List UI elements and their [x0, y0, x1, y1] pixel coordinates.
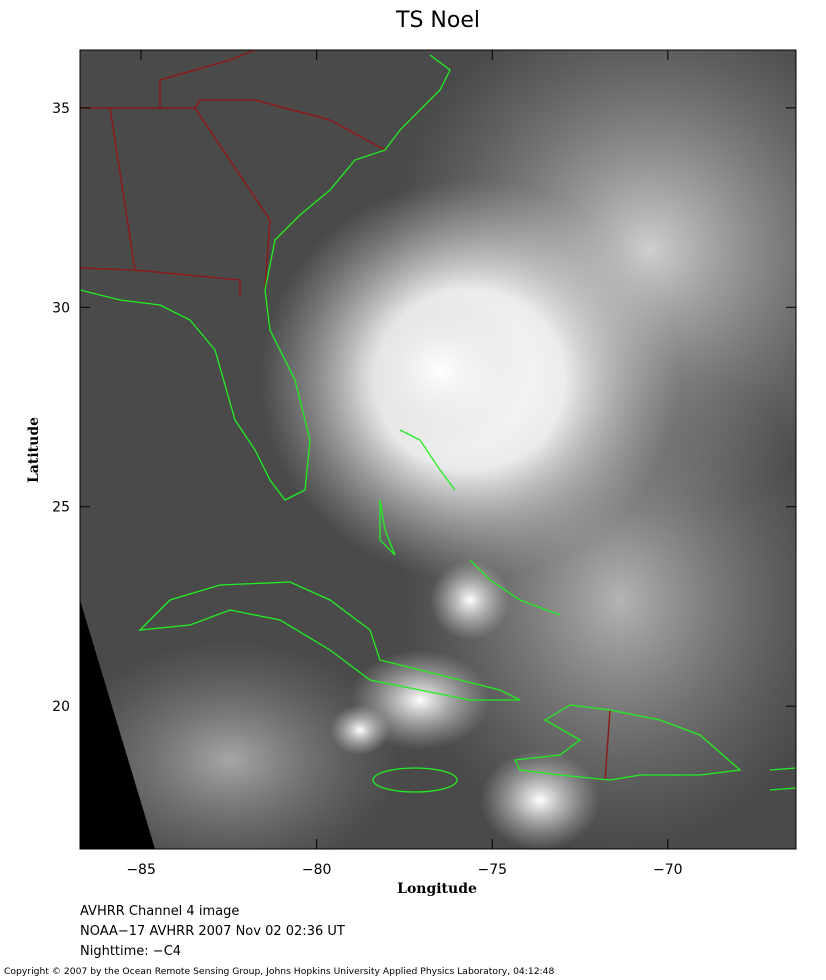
- x-tick-label: −80: [302, 862, 332, 878]
- y-tick-label: 35: [52, 101, 70, 117]
- plot-frame: [79, 49, 797, 850]
- caption-line: NOAA−17 AVHRR 2007 Nov 02 02:36 UT: [80, 924, 345, 939]
- caption-line: Nighttime: −C4: [80, 944, 181, 959]
- copyright: Copyright © 2007 by the Ocean Remote Sen…: [4, 966, 554, 977]
- y-axis-label: Latitude: [26, 417, 42, 483]
- caption: AVHRR Channel 4 image NOAA−17 AVHRR 2007…: [80, 904, 345, 959]
- title: TS Noel: [395, 8, 480, 33]
- y-tick-label: 20: [52, 699, 70, 715]
- x-axis-label: Longitude: [397, 881, 477, 897]
- borders: [80, 50, 611, 781]
- x-tick-label: −70: [653, 862, 683, 878]
- satellite-image: [80, 50, 796, 849]
- caption-line: AVHRR Channel 4 image: [80, 904, 239, 919]
- x-tick-label: −85: [126, 862, 156, 878]
- coastlines: [80, 54, 796, 793]
- y-tick-label: 25: [52, 500, 70, 516]
- y-tick-label: 30: [52, 300, 70, 316]
- x-tick-label: −75: [477, 862, 507, 878]
